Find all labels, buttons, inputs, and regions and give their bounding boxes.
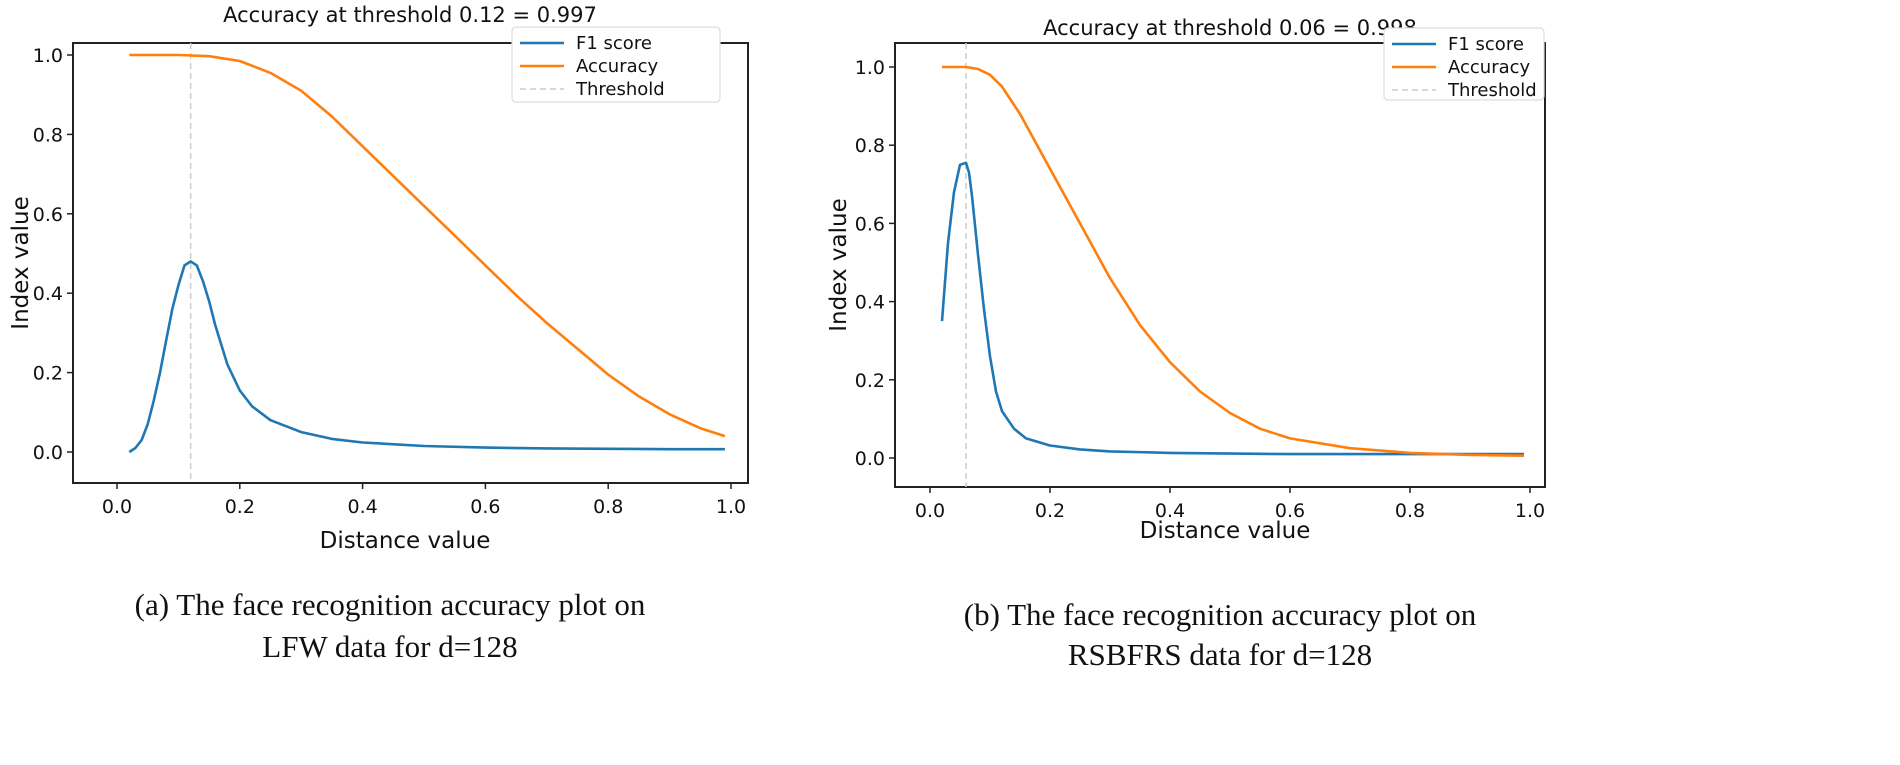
x-axis-label: Distance value — [1140, 518, 1311, 544]
legend-label: F1 score — [576, 33, 652, 54]
axes-frame — [894, 42, 1546, 488]
y-tick-label: 0.0 — [33, 442, 63, 464]
x-tick-label: 0.4 — [1155, 500, 1185, 522]
figure-caption-line-1: (b) The face recognition accuracy plot o… — [964, 597, 1477, 632]
series-line-accuracy — [129, 53, 726, 438]
y-tick-label: 0.4 — [33, 283, 63, 305]
x-tick-label: 0.4 — [347, 496, 377, 518]
x-tick-label: 0.0 — [102, 496, 132, 518]
y-tick-label: 1.0 — [855, 57, 885, 79]
x-tick-label: 0.6 — [470, 496, 500, 518]
y-tick-label: 0.8 — [855, 135, 885, 157]
legend-box — [511, 26, 721, 103]
legend-label: Accuracy — [1448, 57, 1531, 78]
legend-label: Threshold — [1447, 80, 1537, 101]
series-line-f1-score — [940, 161, 1524, 456]
chart-title: Accuracy at threshold 0.12 = 0.997 — [223, 3, 597, 27]
legend-label: Accuracy — [576, 56, 659, 77]
y-axis-label: Index value — [8, 196, 34, 329]
figure-caption-line-2: LFW data for d=128 — [262, 629, 517, 664]
chart-panel-a: Accuracy at threshold 0.12 = 0.997 0.0 0.2… — [8, 3, 749, 664]
legend-box — [1383, 27, 1545, 101]
legend-label: F1 score — [1448, 34, 1524, 55]
x-tick-label: 0.8 — [1395, 500, 1425, 522]
axes-frame — [72, 42, 749, 484]
figure-caption-line-1: (a) The face recognition accuracy plot o… — [135, 587, 646, 622]
y-tick-label: 0.0 — [855, 448, 885, 470]
x-tick-label: 0.8 — [593, 496, 623, 518]
x-tick-label: 0.0 — [915, 500, 945, 522]
series-line-f1-score — [128, 260, 725, 454]
y-tick-label: 0.2 — [855, 370, 885, 392]
y-tick-label: 1.0 — [33, 45, 63, 67]
y-tick-label: 0.6 — [33, 204, 63, 226]
series-line-accuracy — [942, 65, 1525, 457]
x-tick-label: 0.6 — [1275, 500, 1305, 522]
x-axis-label: Distance value — [320, 528, 491, 554]
y-tick-label: 0.4 — [855, 292, 885, 314]
x-tick-label: 0.2 — [1035, 500, 1065, 522]
y-tick-label: 0.8 — [33, 124, 63, 146]
x-tick-label: 1.0 — [1515, 500, 1545, 522]
chart-title: Accuracy at threshold 0.06 = 0.998 — [1043, 16, 1417, 40]
y-tick-label: 0.2 — [33, 363, 63, 385]
y-tick-label: 0.6 — [855, 213, 885, 235]
x-tick-label: 0.2 — [225, 496, 255, 518]
figure-caption-line-2: RSBFRS data for d=128 — [1068, 637, 1372, 672]
legend-label: Threshold — [575, 79, 665, 100]
chart-panel-b: Accuracy at threshold 0.06 = 0.998 0.0 0.2… — [826, 16, 1546, 672]
x-tick-label: 1.0 — [716, 496, 746, 518]
y-axis-label: Index value — [826, 198, 852, 331]
